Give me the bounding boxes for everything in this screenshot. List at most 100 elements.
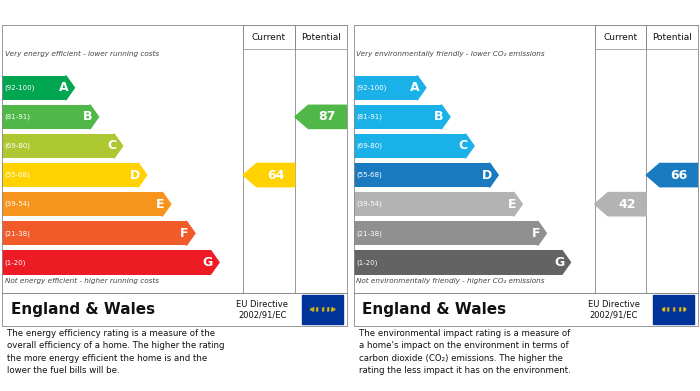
Text: Very environmentally friendly - lower CO₂ emissions: Very environmentally friendly - lower CO…: [356, 50, 545, 57]
Text: ★: ★: [314, 308, 319, 313]
Text: Energy Efficiency Rating: Energy Efficiency Rating: [7, 6, 170, 19]
Text: Very energy efficient - lower running costs: Very energy efficient - lower running co…: [5, 50, 159, 57]
Text: 42: 42: [618, 198, 636, 211]
Bar: [2, 250, 211, 274]
Text: ★: ★: [314, 306, 319, 311]
Polygon shape: [186, 221, 195, 246]
Text: E: E: [156, 198, 164, 211]
Polygon shape: [66, 75, 74, 100]
Bar: [2, 163, 138, 187]
Text: (81-91): (81-91): [356, 114, 382, 120]
Text: 87: 87: [318, 110, 336, 124]
Polygon shape: [295, 105, 346, 129]
Bar: [354, 250, 562, 274]
Bar: [295, 25, 346, 49]
Polygon shape: [562, 250, 570, 274]
Bar: [354, 221, 538, 246]
Bar: [594, 25, 646, 49]
Text: (69-80): (69-80): [356, 143, 382, 149]
Bar: [2, 105, 90, 129]
Text: EU Directive
2002/91/EC: EU Directive 2002/91/EC: [237, 300, 288, 319]
Bar: [354, 192, 514, 216]
Text: Potential: Potential: [301, 32, 341, 41]
Text: ★: ★: [310, 307, 315, 312]
Text: ★: ★: [671, 306, 676, 311]
Text: ★: ★: [666, 308, 671, 313]
Text: (1-20): (1-20): [5, 259, 26, 265]
Polygon shape: [441, 105, 450, 129]
Text: ★: ★: [681, 308, 686, 312]
Text: (39-54): (39-54): [356, 201, 382, 208]
Text: ★: ★: [681, 307, 686, 312]
Text: (39-54): (39-54): [5, 201, 31, 208]
Text: ★: ★: [330, 307, 335, 312]
Text: (81-91): (81-91): [5, 114, 31, 120]
Text: ★: ★: [320, 306, 325, 311]
Polygon shape: [417, 75, 426, 100]
Text: ★: ★: [310, 308, 315, 312]
Text: (55-68): (55-68): [5, 172, 31, 178]
Text: Not energy efficient - higher running costs: Not energy efficient - higher running co…: [5, 278, 159, 284]
Polygon shape: [114, 134, 122, 158]
Text: ★: ★: [678, 306, 682, 311]
Bar: [354, 134, 466, 158]
Text: The energy efficiency rating is a measure of the
overall efficiency of a home. T: The energy efficiency rating is a measur…: [7, 328, 225, 375]
Text: ★: ★: [683, 307, 687, 312]
Bar: [302, 295, 343, 324]
Bar: [354, 105, 441, 129]
Text: Current: Current: [252, 32, 286, 41]
Text: C: C: [458, 140, 468, 152]
Text: (69-80): (69-80): [5, 143, 31, 149]
Bar: [2, 75, 66, 100]
Text: The environmental impact rating is a measure of
a home's impact on the environme: The environmental impact rating is a mea…: [358, 328, 570, 375]
Bar: [2, 134, 114, 158]
Text: ★: ★: [660, 307, 664, 312]
Text: EU Directive
2002/91/EC: EU Directive 2002/91/EC: [588, 300, 640, 319]
Text: Environmental Impact (CO₂) Rating: Environmental Impact (CO₂) Rating: [358, 6, 591, 19]
Polygon shape: [243, 163, 295, 187]
Bar: [2, 192, 162, 216]
Polygon shape: [211, 250, 219, 274]
Polygon shape: [90, 105, 99, 129]
Text: Current: Current: [603, 32, 638, 41]
Text: G: G: [202, 256, 213, 269]
Text: E: E: [508, 198, 516, 211]
Bar: [2, 221, 186, 246]
Text: Potential: Potential: [652, 32, 692, 41]
Text: D: D: [130, 169, 141, 181]
Text: D: D: [482, 169, 492, 181]
Text: ★: ★: [309, 307, 313, 312]
Polygon shape: [466, 134, 474, 158]
Text: C: C: [107, 140, 116, 152]
Text: England & Wales: England & Wales: [10, 302, 155, 317]
Text: ★: ★: [662, 307, 666, 312]
Text: B: B: [83, 110, 92, 124]
Text: A: A: [59, 81, 68, 94]
Text: (1-20): (1-20): [356, 259, 377, 265]
Text: (92-100): (92-100): [5, 84, 35, 91]
Polygon shape: [646, 163, 698, 187]
Text: England & Wales: England & Wales: [362, 302, 506, 317]
Bar: [653, 295, 694, 324]
Bar: [646, 25, 698, 49]
Text: ★: ★: [326, 308, 330, 313]
Polygon shape: [514, 192, 522, 216]
Polygon shape: [138, 163, 147, 187]
Text: ★: ★: [662, 308, 666, 312]
Text: (92-100): (92-100): [356, 84, 386, 91]
Text: ★: ★: [326, 306, 330, 311]
Text: ★: ★: [666, 306, 671, 311]
Text: (21-38): (21-38): [356, 230, 382, 237]
Text: ★: ★: [678, 308, 682, 313]
Text: Not environmentally friendly - higher CO₂ emissions: Not environmentally friendly - higher CO…: [356, 278, 545, 284]
Text: 64: 64: [267, 169, 284, 181]
Polygon shape: [594, 192, 646, 216]
Text: ★: ★: [671, 308, 676, 313]
Text: 66: 66: [670, 169, 687, 181]
Polygon shape: [162, 192, 171, 216]
Text: F: F: [181, 227, 189, 240]
Bar: [243, 25, 295, 49]
Text: ★: ★: [332, 307, 336, 312]
Text: B: B: [434, 110, 444, 124]
Polygon shape: [489, 163, 498, 187]
